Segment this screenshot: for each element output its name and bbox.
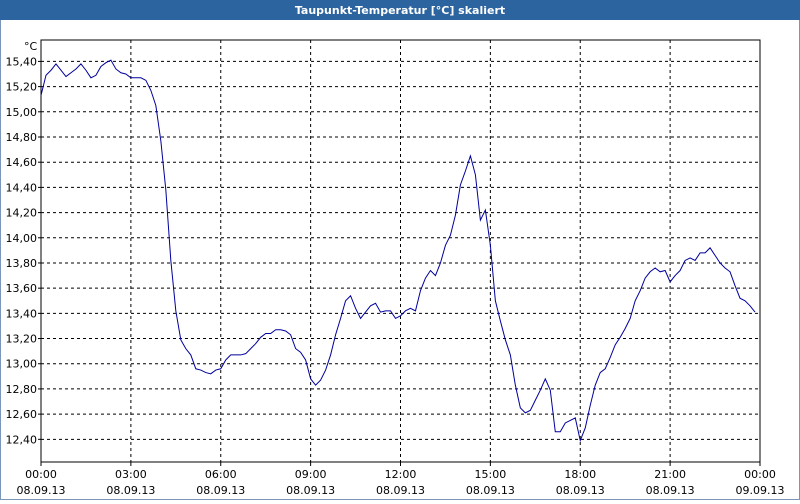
y-tick-label: 13,40	[6, 307, 38, 320]
y-tick-label: 15,20	[6, 81, 38, 94]
y-tick-label: 12,60	[6, 408, 38, 421]
x-tick-label: 00:00	[25, 468, 57, 481]
title-bar	[0, 0, 800, 20]
y-tick-label: 14,20	[6, 207, 38, 220]
x-tick-date: 08.09.13	[196, 484, 245, 497]
x-tick-date: 08.09.13	[556, 484, 605, 497]
y-tick-label: 12,40	[6, 433, 38, 446]
x-tick-label: 15:00	[475, 468, 507, 481]
chart-title: Taupunkt-Temperatur [°C] skaliert	[295, 4, 505, 17]
data-line	[40, 59, 756, 443]
y-tick-label: 14,40	[6, 181, 38, 194]
x-tick-date: 08.09.13	[17, 484, 66, 497]
x-tick-label: 12:00	[385, 468, 417, 481]
x-tick-date: 08.09.13	[376, 484, 425, 497]
x-tick-label: 18:00	[564, 468, 596, 481]
x-tick-date: 09.09.13	[736, 484, 785, 497]
y-tick-label: 15,00	[6, 106, 38, 119]
y-tick-label: 13,60	[6, 282, 38, 295]
y-tick-label: 13,20	[6, 333, 38, 346]
x-tick-label: 21:00	[654, 468, 686, 481]
y-unit: °C	[24, 40, 38, 53]
x-tick-date: 08.09.13	[286, 484, 335, 497]
x-tick-date: 08.09.13	[466, 484, 515, 497]
y-tick-label: 13,80	[6, 257, 38, 270]
x-tick-label: 00:00	[744, 468, 776, 481]
x-tick-label: 09:00	[295, 468, 327, 481]
y-tick-label: 15,40	[6, 55, 38, 68]
y-tick-label: 14,80	[6, 131, 38, 144]
y-tick-label: 14,00	[6, 232, 38, 245]
y-tick-label: 13,00	[6, 358, 38, 371]
x-tick-label: 03:00	[115, 468, 147, 481]
y-tick-label: 12,80	[6, 383, 38, 396]
x-tick-label: 06:00	[205, 468, 237, 481]
y-tick-label: 14,60	[6, 156, 38, 169]
x-tick-date: 08.09.13	[106, 484, 155, 497]
x-tick-date: 08.09.13	[646, 484, 695, 497]
